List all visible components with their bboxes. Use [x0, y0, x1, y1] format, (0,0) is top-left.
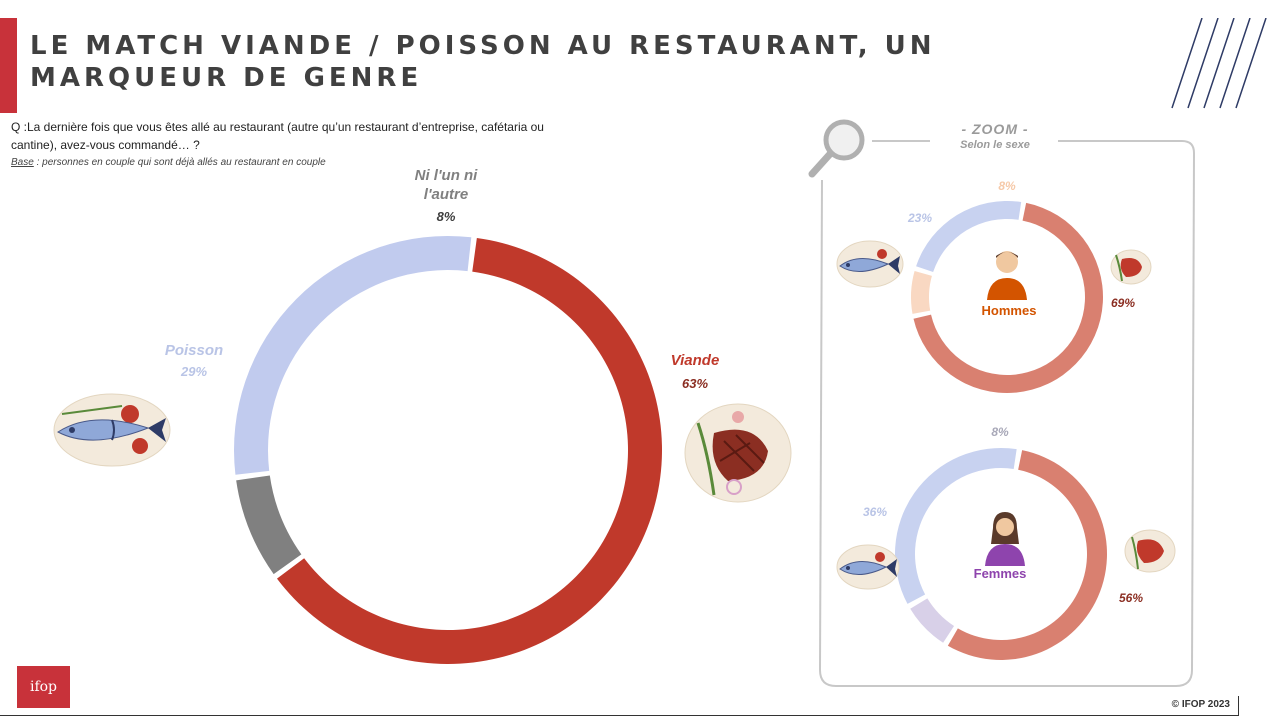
femmes-ni-percent: 8%	[991, 425, 1009, 439]
base-text: : personnes en couple qui sont déjà allé…	[33, 157, 326, 168]
hommes-label: Hommes	[981, 303, 1037, 318]
copyright: © IFOP 2023	[1171, 699, 1230, 710]
hommes-donut-slice-2	[916, 201, 1022, 272]
hommes-ni-percent: 8%	[998, 179, 1016, 193]
femmes-donut-slice-0	[947, 450, 1107, 660]
accent-bar	[0, 18, 17, 113]
label-viande-percent: 63%	[681, 376, 709, 391]
footer-divider	[1238, 696, 1239, 716]
main-donut-slice-2	[233, 236, 472, 475]
femmes-poisson-percent: 36%	[862, 505, 888, 519]
label-viande: Viande	[670, 352, 720, 369]
base-note: Base : personnes en couple qui sont déjà…	[11, 157, 326, 168]
femmes-donut-slice-2	[895, 447, 1017, 604]
label-poisson: Poisson	[164, 342, 224, 359]
hommes-donut-slice-1	[911, 271, 932, 314]
woman-avatar-icon	[985, 512, 1025, 566]
main-donut-slice-1	[236, 475, 302, 575]
steak-plate-icon	[684, 403, 792, 503]
label-ni-percent: 8%	[436, 209, 456, 224]
footer-line	[0, 715, 1238, 716]
label-poisson-percent: 29%	[180, 364, 208, 379]
label-ni-line2: l'autre	[423, 186, 469, 203]
femmes-label: Femmes	[973, 566, 1027, 581]
base-label: Base	[11, 157, 34, 168]
label-ni-l-un-ni-l-autre: Ni l'un ni l'autre	[400, 166, 492, 204]
steak-plate-icon	[1110, 249, 1152, 285]
fish-plate-icon	[53, 393, 171, 467]
ifop-logo: ifop	[17, 666, 70, 708]
hommes-poisson-percent: 23%	[907, 211, 933, 225]
zoom-title: - ZOOM -	[961, 121, 1029, 137]
steak-plate-icon	[1124, 529, 1176, 573]
zoom-subtitle: Selon le sexe	[960, 139, 1030, 151]
man-avatar-icon	[987, 251, 1027, 300]
page-title: LE MATCH VIANDE / POISSON AU RESTAURANT,…	[30, 31, 936, 93]
femmes-donut-slice-1	[910, 598, 955, 643]
main-donut-chart	[233, 236, 662, 664]
question-text: Q :La dernière fois que vous êtes allé a…	[11, 120, 544, 152]
femmes-viande-percent: 56%	[1118, 591, 1144, 605]
fish-plate-icon	[836, 240, 904, 288]
magnifier-icon	[808, 119, 865, 178]
label-ni-line1: Ni l'un ni	[414, 167, 478, 184]
hommes-viande-percent: 69%	[1110, 296, 1136, 310]
decorative-lines	[1171, 18, 1267, 109]
fish-plate-icon	[836, 544, 900, 590]
